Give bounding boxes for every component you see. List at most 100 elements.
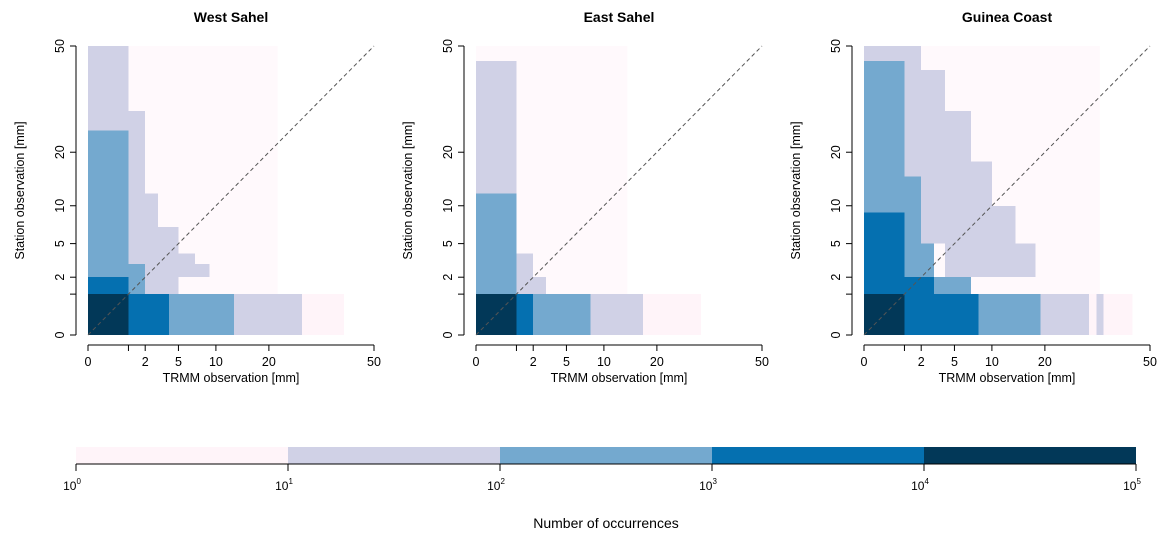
heatmap-cell (516, 253, 534, 278)
colorbar-segment (288, 447, 500, 464)
y-tick-label: 2 (441, 274, 455, 281)
panel-2: 0 2 5 10 20 50 TRMM observation [mm] 0 2 5 10 20 50 S… (401, 9, 769, 385)
colorbar-tick-label: 102 (487, 477, 505, 493)
colorbar-tick-label: 101 (275, 477, 293, 493)
heatmap-cell (921, 70, 945, 244)
y-tick-label: 5 (829, 240, 843, 247)
colorbar-tick-label: 100 (63, 477, 81, 493)
heatmap-cell (1096, 294, 1104, 335)
colorbar: 100 101 102 103 104 105 Number of occurrences (63, 447, 1141, 531)
colorbar-segment (712, 447, 924, 464)
y-tick-label: 0 (53, 331, 67, 338)
x-axis-label: TRMM observation [mm] (163, 371, 300, 385)
heatmap-cell (904, 277, 935, 295)
y-tick-label: 10 (829, 199, 843, 213)
x-tick-label: 2 (142, 355, 149, 369)
heatmap-cell (1040, 294, 1090, 335)
panel-3: 0 2 5 10 20 50 TRMM observation [mm] 0 2 5 10 20 50 S… (789, 9, 1157, 385)
x-tick-label: 20 (1038, 355, 1052, 369)
colorbar-label: Number of occurrences (533, 515, 679, 531)
x-axis-label: TRMM observation [mm] (939, 371, 1076, 385)
x-tick-label: 2 (530, 355, 537, 369)
x-tick-label: 5 (951, 355, 958, 369)
y-tick-label: 0 (829, 331, 843, 338)
heatmap-cell (302, 294, 344, 335)
heatmap-cell (642, 294, 702, 335)
heatmap-cell (978, 294, 1041, 335)
heatmap-cell (168, 294, 234, 335)
y-tick-label: 10 (53, 199, 67, 213)
heatmap-cell (533, 294, 591, 335)
x-axis-label: TRMM observation [mm] (551, 371, 688, 385)
heatmap-cell (88, 277, 129, 295)
y-tick-label: 50 (53, 39, 67, 53)
heatmap-cell (904, 294, 979, 335)
panel-1: 0 2 5 10 20 50 TRMM observation [mm] 0 2 5 10 20 50 S… (13, 9, 381, 385)
heatmap-cell (158, 226, 179, 278)
heatmap-cell (516, 294, 534, 335)
panel-title: West Sahel (194, 9, 268, 25)
heatmap-cell (1089, 294, 1097, 335)
heatmap-cell (195, 264, 210, 278)
x-tick-label: 20 (262, 355, 276, 369)
panel-title: East Sahel (584, 9, 655, 25)
x-tick-label: 2 (918, 355, 925, 369)
heatmap-cell (864, 46, 905, 61)
x-tick-label: 5 (563, 355, 570, 369)
heatmap-cell (145, 193, 159, 278)
heatmap-cell (1103, 294, 1133, 335)
heatmap-cell (128, 264, 146, 278)
y-tick-label: 2 (53, 274, 67, 281)
x-tick-label: 50 (367, 355, 381, 369)
heatmap-cell (1015, 243, 1036, 278)
y-tick-label: 20 (53, 145, 67, 159)
colorbar-segment (924, 447, 1136, 464)
colorbar-tick-label: 103 (699, 477, 717, 493)
x-tick-label: 20 (650, 355, 664, 369)
heatmap-cell (88, 46, 129, 131)
colorbar-segment (500, 447, 712, 464)
one-to-one-line (87, 45, 375, 336)
colorbar-segment (76, 447, 288, 464)
y-tick-label: 50 (441, 39, 455, 53)
heatmap-cell (944, 111, 972, 278)
x-tick-label: 0 (85, 355, 92, 369)
y-tick-label: 50 (829, 39, 843, 53)
y-axis-label: Station observation [mm] (401, 121, 415, 259)
x-tick-label: 0 (473, 355, 480, 369)
panel-title: Guinea Coast (962, 9, 1053, 25)
heatmap-cell (178, 253, 196, 278)
y-axis-label: Station observation [mm] (13, 121, 27, 259)
colorbar-tick-label: 105 (1123, 477, 1141, 493)
x-tick-label: 10 (597, 355, 611, 369)
y-tick-label: 2 (829, 274, 843, 281)
heatmap-cell (128, 111, 146, 265)
x-tick-label: 50 (755, 355, 769, 369)
heatmap-cell (921, 243, 935, 278)
heatmap-cell (476, 193, 517, 295)
heatmap-cell (904, 46, 922, 177)
heatmap-cell (864, 212, 905, 295)
y-axis-label: Station observation [mm] (789, 121, 803, 259)
y-tick-label: 0 (441, 331, 455, 338)
x-tick-label: 5 (175, 355, 182, 369)
heatmap-cell (864, 60, 905, 213)
heatmap-cell (590, 294, 643, 335)
y-tick-label: 20 (829, 145, 843, 159)
heatmap-cell (904, 176, 922, 278)
heatmap-cell (971, 161, 992, 278)
heatmap-cell (145, 277, 179, 295)
heatmap-cell (991, 205, 1016, 278)
x-tick-label: 50 (1143, 355, 1157, 369)
x-tick-label: 10 (985, 355, 999, 369)
heatmap-cell (128, 294, 169, 335)
heatmap-cell (233, 294, 303, 335)
y-tick-label: 5 (441, 240, 455, 247)
y-tick-label: 5 (53, 240, 67, 247)
x-tick-label: 10 (209, 355, 223, 369)
y-tick-label: 20 (441, 145, 455, 159)
heatmap-cell (934, 277, 972, 295)
one-to-one-line (863, 45, 1151, 336)
